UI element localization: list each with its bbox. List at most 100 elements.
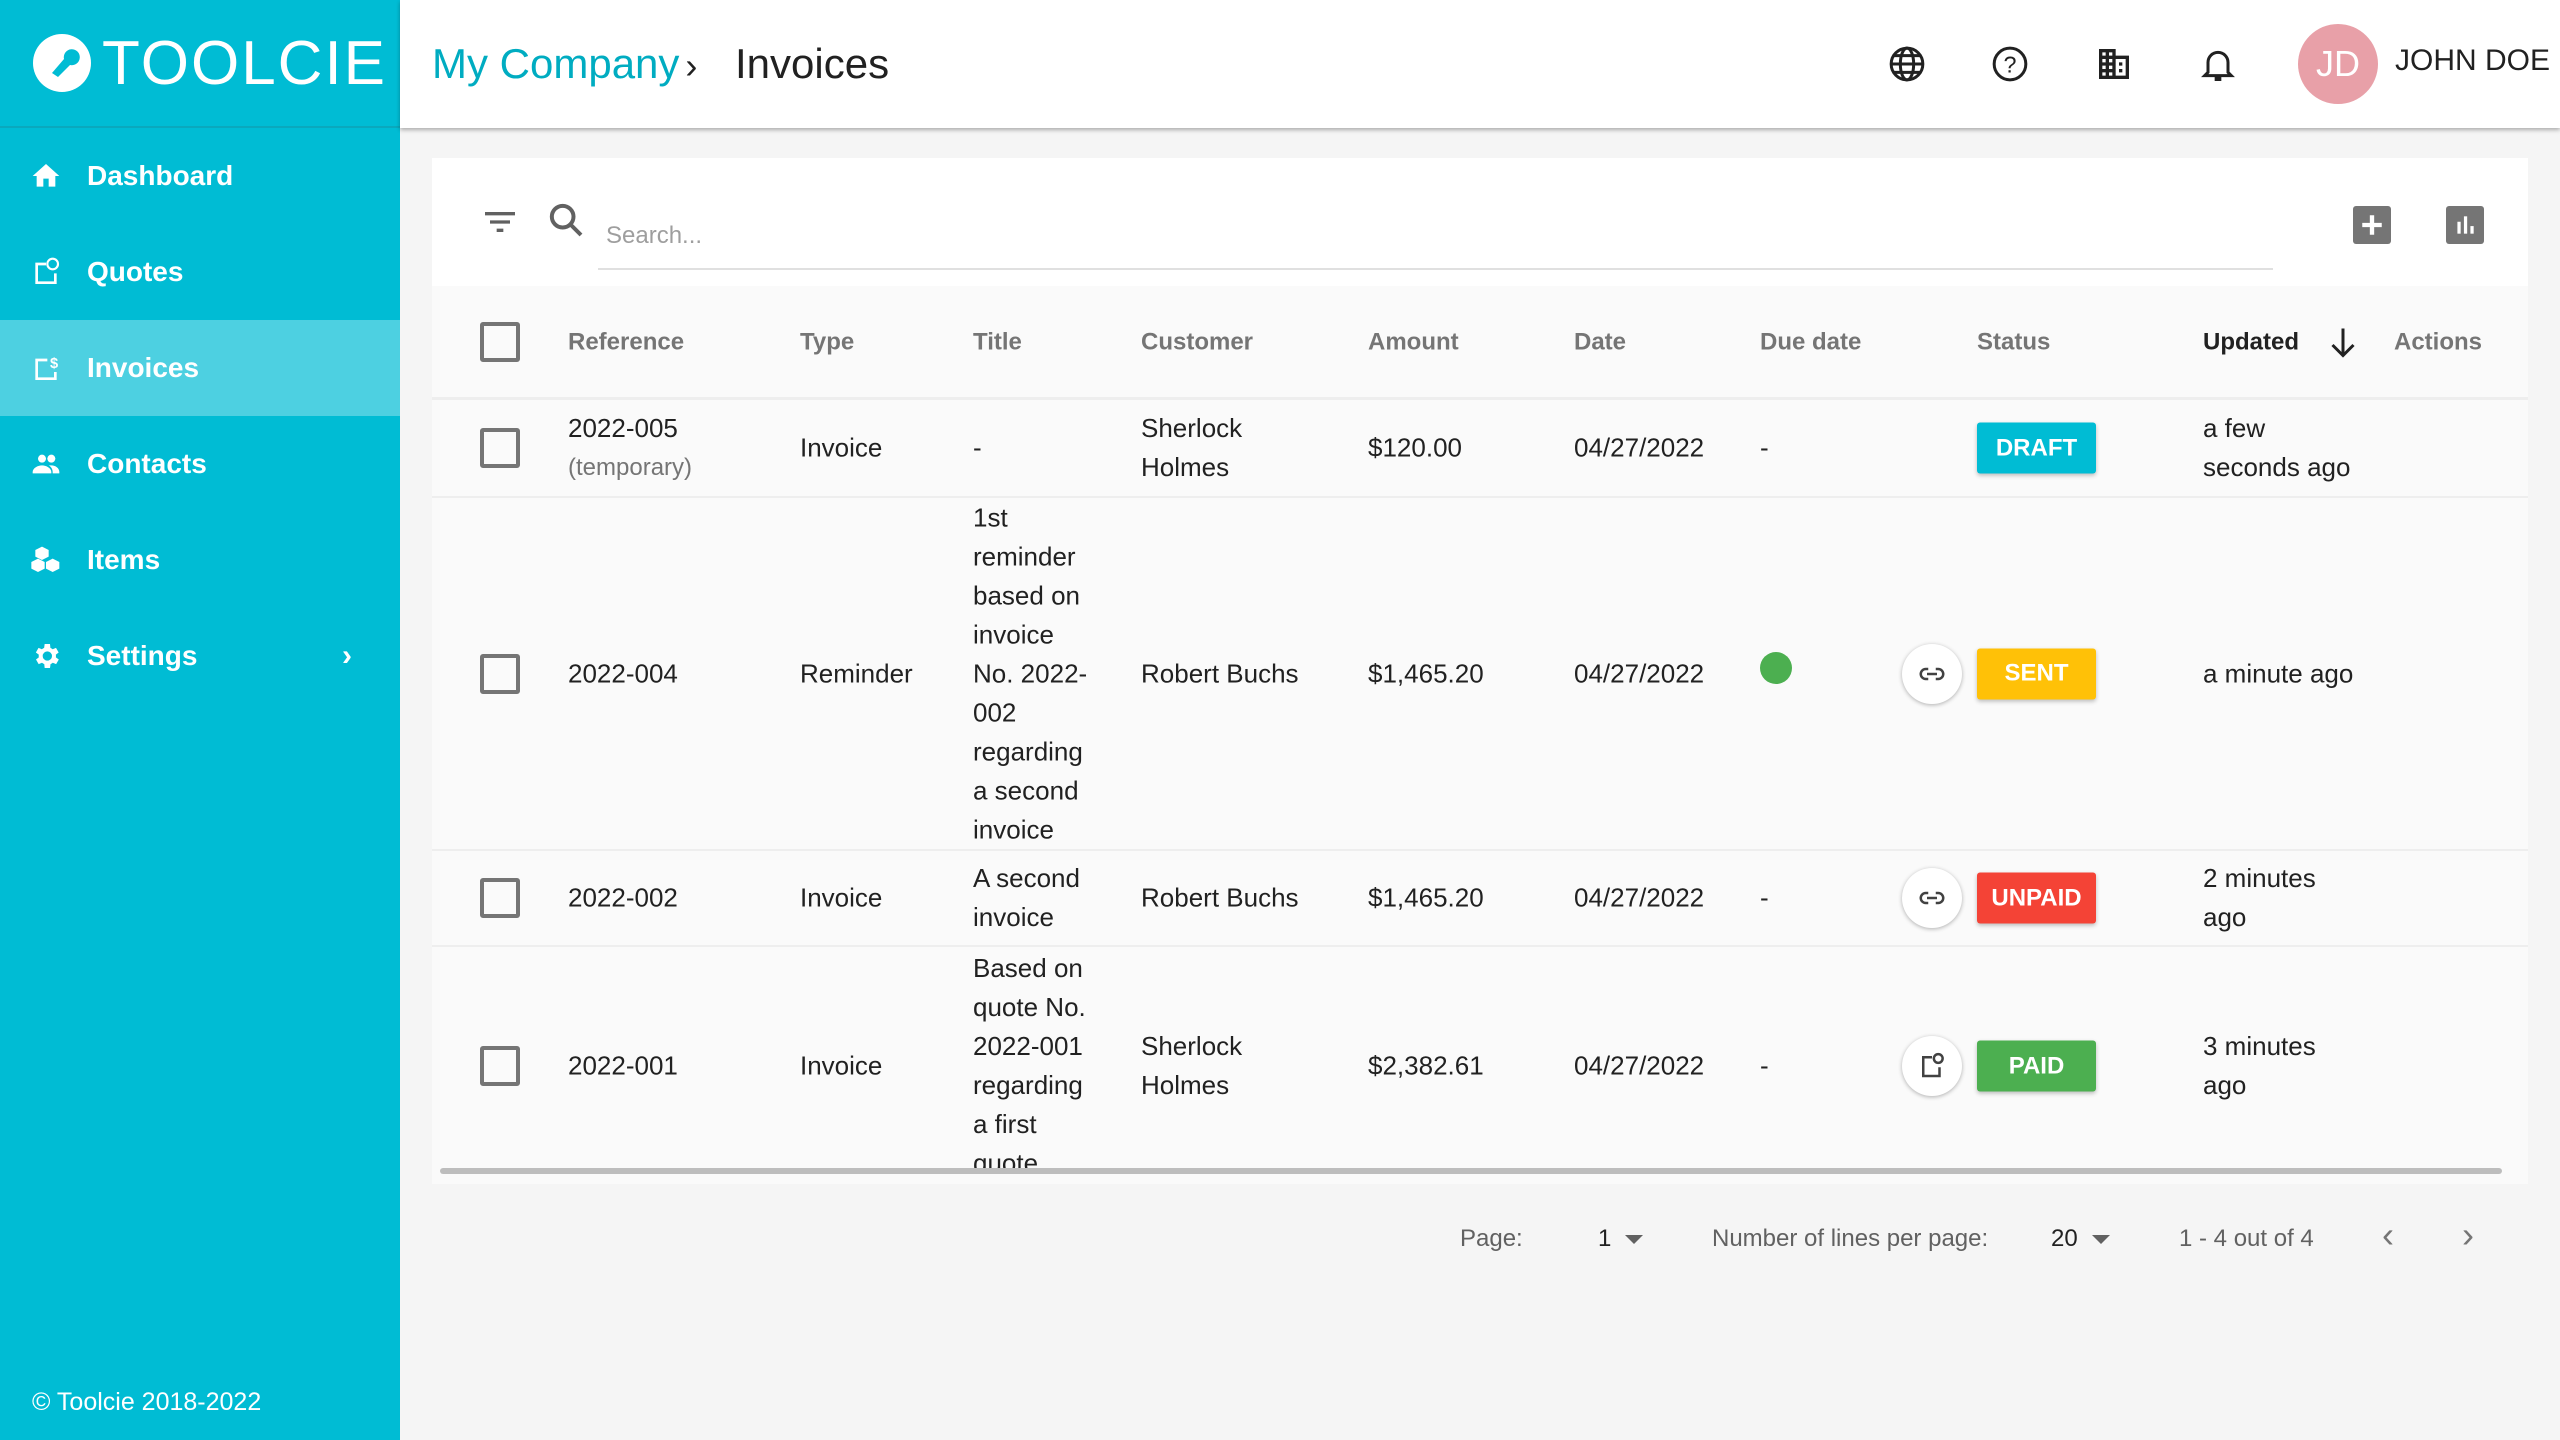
reference: 2022-005 (568, 413, 678, 443)
type-cell: Invoice (800, 432, 883, 463)
quote-icon (35, 257, 60, 284)
reference-cell: 2022-002 (568, 879, 678, 918)
chevron-right-icon: › (342, 639, 352, 672)
prev-page-button[interactable]: ‹ (2382, 1214, 2394, 1255)
table-row[interactable]: 2022-001 Invoice Based on quote No. 2022-0… (432, 947, 2528, 1170)
due-status-dot (1760, 651, 1792, 684)
add-invoice-button[interactable] (2353, 206, 2391, 244)
status-badge[interactable]: SENT (1977, 648, 2096, 699)
reference: 2022-004 (568, 658, 678, 688)
table-header: Reference Type Title Customer Amount Dat… (432, 286, 2528, 400)
page-value: 1 (1598, 1225, 1612, 1252)
reference-cell: 2022-001 (568, 1047, 678, 1086)
bell-icon[interactable] (2198, 44, 2238, 84)
search-input[interactable] (598, 204, 2273, 270)
linked-document-button[interactable] (1902, 643, 1962, 704)
date-cell: 04/27/2022 (1574, 1050, 1705, 1081)
company-icon[interactable] (2094, 44, 2134, 84)
sidebar-item-invoices[interactable]: $ Invoices (0, 320, 400, 416)
amount-cell: $2,382.61 (1368, 1050, 1484, 1081)
statistics-button[interactable] (2446, 206, 2484, 244)
column-actions: Actions (2394, 328, 2483, 355)
toolbar (432, 158, 2528, 286)
date-cell: 04/27/2022 (1574, 882, 1705, 913)
user-name[interactable]: JOHN DOE (2395, 44, 2551, 77)
reference-cell: 2022-004 (568, 654, 678, 693)
filter-icon[interactable] (480, 202, 520, 242)
customer-cell: Sherlock Holmes (1141, 1031, 1243, 1100)
sidebar-item-dashboard[interactable]: Dashboard (0, 128, 400, 224)
page-range: 1 - 4 out of 4 (2179, 1225, 2314, 1252)
column-status[interactable]: Status (1977, 328, 2051, 355)
logo-text: TOOLCIE (102, 28, 388, 98)
type-cell: Invoice (800, 1050, 883, 1081)
linked-quote-button[interactable] (1902, 1036, 1962, 1096)
sidebar-item-label: Invoices (87, 352, 200, 383)
plus-icon (2362, 215, 2382, 235)
column-date[interactable]: Date (1574, 328, 1627, 355)
sidebar-item-settings[interactable]: Settings › (0, 608, 400, 704)
date-cell: 04/27/2022 (1574, 432, 1705, 463)
sidebar-item-quotes[interactable]: Quotes (0, 224, 400, 320)
amount-cell: $1,465.20 (1368, 882, 1484, 913)
status-badge[interactable]: UNPAID (1977, 872, 2096, 924)
status-badge[interactable]: DRAFT (1977, 422, 2096, 474)
reference: 2022-001 (568, 1050, 678, 1081)
row-checkbox[interactable] (480, 878, 520, 918)
breadcrumb: My Company › (432, 40, 697, 88)
row-checkbox[interactable] (480, 1046, 520, 1086)
home-icon (32, 164, 60, 187)
logo-icon (33, 34, 91, 92)
globe-icon[interactable] (1887, 44, 1927, 84)
column-amount[interactable]: Amount (1368, 328, 1459, 355)
help-icon[interactable]: ? (1990, 44, 2030, 84)
sidebar-item-contacts[interactable]: Contacts (0, 416, 400, 512)
table-row[interactable]: 2022-005 (temporary) Invoice - Sherlock Holm… (432, 400, 2528, 498)
sort-desc-icon[interactable] (2325, 322, 2361, 362)
lines-per-page-select[interactable]: 20 (2051, 1225, 2110, 1253)
lines-value: 20 (2051, 1225, 2078, 1252)
next-page-button[interactable]: › (2462, 1214, 2474, 1255)
horizontal-scrollbar[interactable] (440, 1168, 2502, 1174)
column-title[interactable]: Title (973, 328, 1022, 355)
due-date-cell: - (1760, 882, 1769, 913)
updated-cell: a few seconds ago (2203, 413, 2351, 482)
svg-text:$: $ (50, 356, 58, 372)
invoices-card: Reference Type Title Customer Amount Dat… (432, 158, 2528, 1184)
caret-down-icon (1625, 1235, 1644, 1245)
lines-per-page-label: Number of lines per page: (1712, 1225, 1989, 1252)
amount-cell: $1,465.20 (1368, 658, 1484, 688)
avatar[interactable]: JD (2298, 24, 2378, 104)
table-row[interactable]: 2022-004 Reminder 1st reminder based on in… (432, 498, 2528, 851)
column-updated[interactable]: Updated (2203, 328, 2299, 355)
row-checkbox[interactable] (480, 653, 520, 694)
items-icon (31, 546, 60, 572)
customer-cell: Robert Buchs (1141, 882, 1299, 913)
row-checkbox[interactable] (480, 428, 520, 468)
sidebar-item-items[interactable]: Items (0, 512, 400, 608)
column-due-date[interactable]: Due date (1760, 328, 1862, 355)
column-type[interactable]: Type (800, 328, 855, 355)
column-reference[interactable]: Reference (568, 328, 685, 355)
title-cell: A second invoice (973, 863, 1080, 932)
due-date-cell: - (1760, 1050, 1769, 1081)
reference: 2022-002 (568, 882, 678, 913)
linked-document-button[interactable] (1902, 868, 1962, 928)
invoice-icon: $ (35, 356, 58, 380)
type-cell: Reminder (800, 658, 913, 688)
contacts-icon (32, 454, 60, 474)
select-all-checkbox[interactable] (480, 321, 520, 362)
logo[interactable]: TOOLCIE (0, 0, 400, 128)
sidebar-item-label: Dashboard (87, 160, 234, 191)
page-label: Page: (1460, 1225, 1523, 1252)
type-cell: Invoice (800, 882, 883, 913)
page-select[interactable]: 1 (1598, 1225, 1644, 1253)
copyright: © Toolcie 2018-2022 (32, 1388, 262, 1416)
sidebar-item-label: Items (87, 544, 161, 575)
breadcrumb-company[interactable]: My Company (432, 40, 680, 87)
link-icon (1917, 659, 1947, 689)
updated-cell: 3 minutes ago (2203, 1031, 2316, 1100)
table-row[interactable]: 2022-002 Invoice A second invoice Robert Bu… (432, 851, 2528, 947)
column-customer[interactable]: Customer (1141, 328, 1254, 355)
status-badge[interactable]: PAID (1977, 1040, 2096, 1092)
